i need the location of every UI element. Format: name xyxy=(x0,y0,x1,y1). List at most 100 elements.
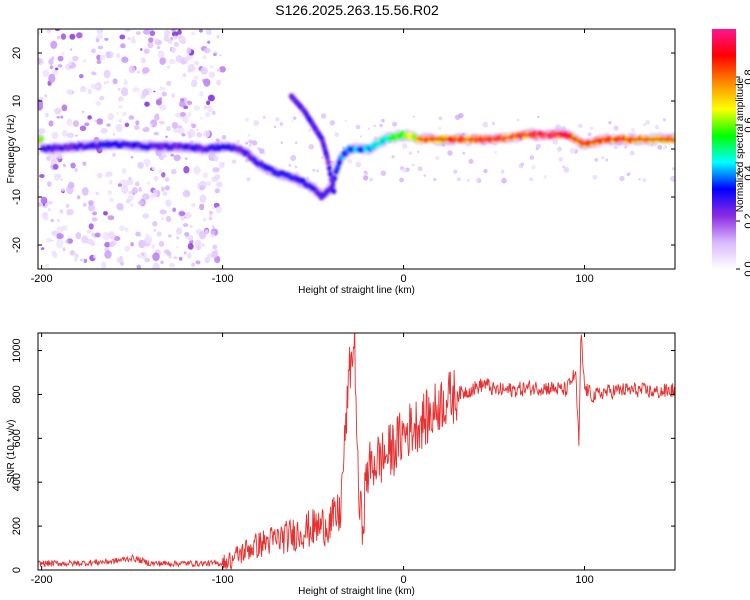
noise-speckle xyxy=(152,221,158,227)
snr-y-tick-label: 0 xyxy=(11,567,23,573)
noise-speckle xyxy=(347,158,353,164)
noise-speckle xyxy=(136,70,141,74)
noise-speckle xyxy=(75,134,78,137)
noise-speckle xyxy=(48,120,54,127)
noise-speckle xyxy=(364,170,367,174)
noise-speckle xyxy=(159,104,167,111)
noise-speckle xyxy=(128,177,132,181)
noise-speckle xyxy=(293,116,297,120)
noise-speckle xyxy=(120,43,126,49)
noise-speckle xyxy=(605,158,609,162)
snr-y-axis-title: SNR (10 * v/v) xyxy=(6,420,17,484)
noise-speckle xyxy=(163,34,170,43)
noise-speckle xyxy=(124,227,129,232)
noise-speckle xyxy=(159,120,165,125)
noise-speckle xyxy=(74,257,78,262)
noise-speckle xyxy=(61,51,65,56)
noise-speckle xyxy=(189,225,193,228)
branch-point xyxy=(326,165,332,172)
noise-speckle xyxy=(594,157,599,162)
noise-speckle xyxy=(216,79,222,86)
noise-speckle xyxy=(152,252,160,262)
noise-speckle xyxy=(359,135,362,138)
noise-speckle xyxy=(367,127,370,130)
noise-speckle xyxy=(44,112,49,118)
noise-speckle xyxy=(207,40,211,44)
noise-speckle xyxy=(69,33,76,40)
noise-speckle xyxy=(552,138,558,145)
noise-speckle xyxy=(142,127,150,133)
spectrogram-x-tick-label: -100 xyxy=(212,273,234,285)
noise-speckle xyxy=(154,113,160,121)
noise-speckle xyxy=(198,230,207,240)
noise-speckle xyxy=(154,131,159,136)
noise-speckle xyxy=(148,29,153,32)
noise-speckle xyxy=(72,120,80,127)
noise-speckle xyxy=(670,175,675,182)
noise-speckle xyxy=(212,244,218,250)
noise-speckle xyxy=(204,112,211,117)
noise-speckle xyxy=(164,177,170,182)
noise-speckle xyxy=(187,243,194,250)
noise-speckle xyxy=(216,68,221,72)
noise-speckle xyxy=(54,29,61,32)
noise-speckle xyxy=(50,239,54,242)
noise-speckle xyxy=(67,60,72,66)
noise-speckle xyxy=(82,59,87,63)
noise-speckle xyxy=(135,31,141,36)
noise-speckle xyxy=(199,29,203,33)
noise-speckle xyxy=(210,234,216,238)
noise-speckle xyxy=(219,66,226,73)
noise-speckle xyxy=(91,71,97,76)
noise-speckle xyxy=(134,181,140,187)
noise-speckle xyxy=(613,125,619,131)
noise-speckle xyxy=(202,172,209,178)
noise-speckle xyxy=(81,110,85,114)
noise-speckle xyxy=(135,120,140,126)
noise-speckle xyxy=(154,38,159,42)
noise-speckle xyxy=(645,119,650,125)
noise-speckle xyxy=(520,162,525,166)
noise-speckle xyxy=(124,29,131,32)
noise-speckle xyxy=(39,174,45,178)
noise-speckle xyxy=(106,123,111,127)
noise-speckle xyxy=(187,111,192,117)
noise-speckle xyxy=(193,75,199,80)
noise-speckle xyxy=(124,78,127,81)
noise-speckle xyxy=(66,89,73,95)
noise-speckle xyxy=(117,96,124,102)
noise-speckle xyxy=(168,255,173,259)
noise-speckle xyxy=(531,165,536,170)
noise-speckle xyxy=(144,257,151,263)
ridge-core xyxy=(672,138,675,141)
noise-speckle xyxy=(279,122,284,127)
colorbar-tick-label: 0.0 xyxy=(743,261,750,276)
noise-speckle xyxy=(108,231,115,240)
noise-speckle xyxy=(82,161,87,166)
noise-speckle xyxy=(245,141,249,145)
snr-series-line xyxy=(38,333,675,570)
noise-speckle xyxy=(208,71,216,78)
noise-speckle xyxy=(207,94,215,102)
branch-point xyxy=(327,171,333,177)
noise-speckle xyxy=(112,152,116,157)
noise-speckle xyxy=(194,60,200,66)
noise-speckle xyxy=(38,128,46,134)
noise-speckle xyxy=(50,219,55,222)
noise-speckle xyxy=(138,187,143,192)
noise-speckle xyxy=(435,155,440,161)
noise-speckle xyxy=(160,260,164,265)
noise-speckle xyxy=(159,86,163,91)
noise-speckle xyxy=(59,209,64,214)
noise-speckle xyxy=(125,198,131,204)
branch-point xyxy=(328,176,335,183)
spectrogram-x-tick-label: 0 xyxy=(400,273,406,285)
noise-speckle xyxy=(88,200,94,206)
noise-speckle xyxy=(258,148,265,154)
noise-speckle xyxy=(592,174,598,180)
ridge-point xyxy=(334,164,341,171)
noise-speckle xyxy=(47,200,53,205)
